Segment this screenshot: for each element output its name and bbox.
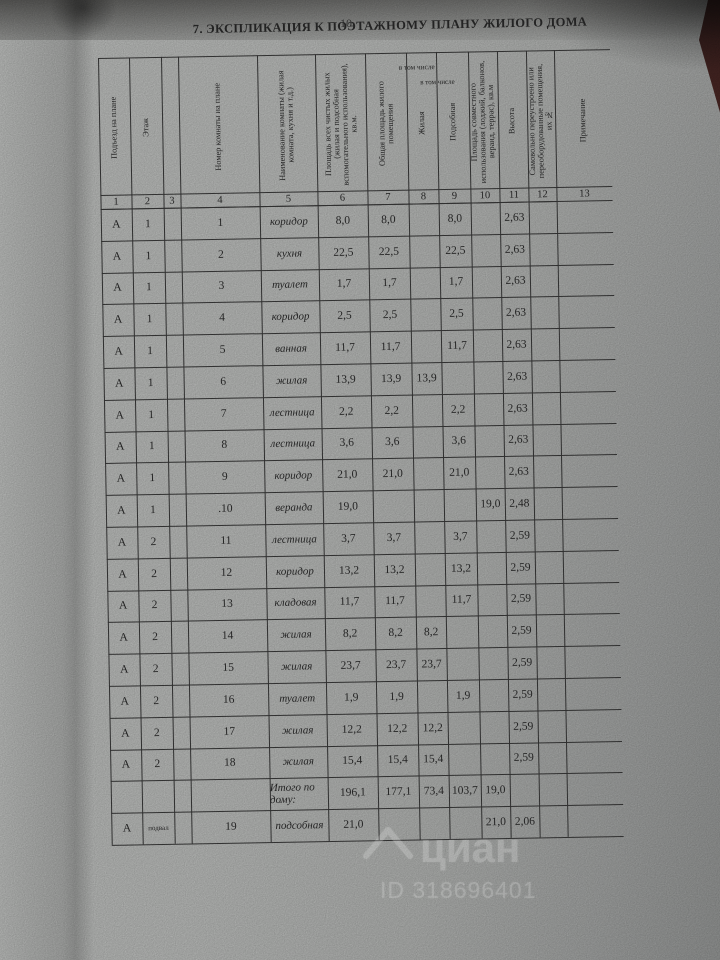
svg-text:ID 318696401: ID 318696401	[380, 877, 537, 903]
svg-text:циан: циан	[420, 824, 520, 871]
